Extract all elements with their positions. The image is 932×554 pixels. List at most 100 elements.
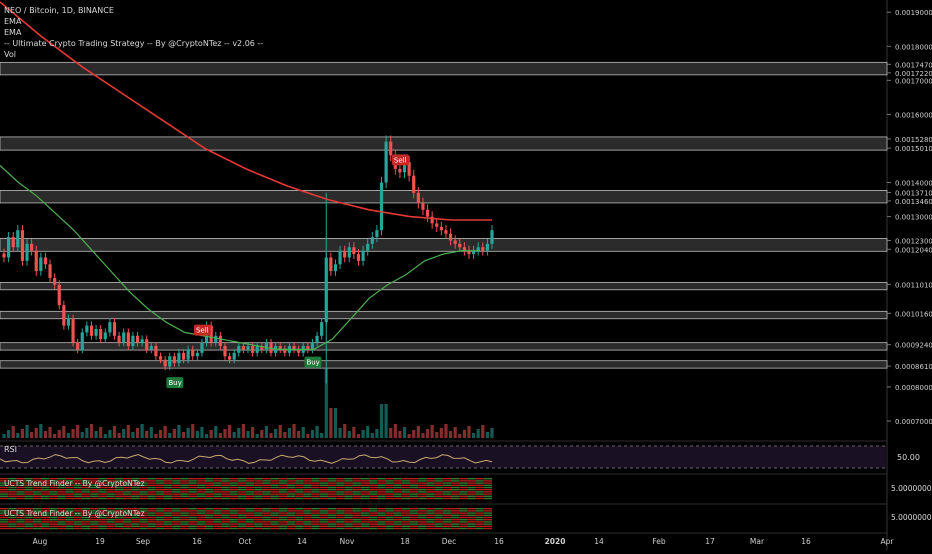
trend-cell <box>360 489 369 491</box>
trend-cell <box>401 519 410 521</box>
trend-cell <box>73 493 82 495</box>
volume-bar <box>191 424 195 438</box>
trend-cell <box>401 521 410 523</box>
trend-cell <box>106 516 115 519</box>
candle-body <box>485 243 489 251</box>
trend-cell <box>311 516 320 519</box>
trend-cell <box>475 510 484 512</box>
trend-cell <box>139 521 148 523</box>
trend-cell <box>434 519 443 521</box>
trend-cell <box>0 514 9 516</box>
volume-bar <box>292 424 296 438</box>
trend-cell <box>410 480 419 482</box>
trend-cell <box>393 478 402 480</box>
trend-cell <box>0 516 9 519</box>
trend-cell <box>221 493 230 495</box>
trend-cell <box>164 478 173 480</box>
indicator-ucts[interactable]: -- Ultimate Crypto Trading Strategy -- B… <box>4 39 264 48</box>
trend-cell <box>123 486 132 489</box>
trend-cell <box>410 486 419 489</box>
trend-cell <box>98 527 107 530</box>
trend-cell <box>344 493 353 495</box>
trend-cell <box>278 497 287 500</box>
trend-cell <box>73 482 82 484</box>
trend-cell <box>106 480 115 482</box>
trend-cell <box>8 519 17 521</box>
trend-cell <box>82 512 91 514</box>
trend-cell <box>360 491 369 493</box>
trend-cell <box>106 495 115 497</box>
trend-cell <box>336 519 345 521</box>
trend-cell <box>114 495 123 497</box>
trend-cell <box>451 486 460 489</box>
volume-bar <box>476 429 480 438</box>
trend-cell <box>32 486 41 489</box>
trend-cell <box>360 484 369 486</box>
trend-cell <box>147 510 156 512</box>
trend-cell <box>336 514 345 516</box>
trend-cell <box>328 493 337 495</box>
trend-cell <box>73 527 82 530</box>
trend-cell <box>418 523 427 525</box>
trend-cell <box>196 482 205 484</box>
trend-cell <box>434 510 443 512</box>
trend-cell <box>237 519 246 521</box>
candle-body <box>352 247 356 255</box>
candle-body <box>181 352 186 360</box>
trend-cell <box>106 523 115 525</box>
trend-cell <box>401 514 410 516</box>
trend-cell <box>246 497 255 500</box>
trend-cell <box>442 527 451 530</box>
trend-cell <box>262 495 271 497</box>
time-tick-label: Mar <box>750 537 765 546</box>
trend-cell <box>270 519 279 521</box>
time-axis[interactable]: Aug 19 Sep 16 Oct 14 Nov 18 Dec 16 2020 14 Feb 17 Mar 1… <box>33 537 895 546</box>
volume-bars <box>2 368 494 438</box>
trend-cell <box>483 484 492 486</box>
trend-cell <box>287 527 296 530</box>
trend-cell <box>155 497 164 500</box>
trend-cell <box>303 523 312 525</box>
trend-cell <box>246 510 255 512</box>
trend-cell <box>8 527 17 530</box>
trend-cell <box>65 489 74 491</box>
candle-body <box>264 342 269 350</box>
indicator-ema-fast[interactable]: EMA <box>4 17 22 26</box>
trend-cell <box>213 478 222 480</box>
trend-cell <box>98 489 107 491</box>
trend-cell <box>172 525 181 527</box>
trend-cell <box>418 514 427 516</box>
indicator-ema-slow[interactable]: EMA <box>4 28 22 37</box>
trend-cell <box>82 527 91 530</box>
trend-cell <box>164 486 173 489</box>
trend-cell <box>123 497 132 500</box>
trend-cell <box>295 519 304 521</box>
trend-cell <box>139 523 148 525</box>
indicator-volume[interactable]: Vol <box>4 50 16 59</box>
trend-cell <box>139 484 148 486</box>
trend-cell <box>246 525 255 527</box>
trend-cell <box>254 497 263 500</box>
volume-bar <box>126 425 130 438</box>
trend-cell <box>369 527 378 530</box>
trend-cell <box>270 484 279 486</box>
trend-cell <box>65 493 74 495</box>
trend-cell <box>24 519 33 521</box>
trend-cell <box>459 495 468 497</box>
trend-cell <box>73 514 82 516</box>
symbol-title[interactable]: NEO / Bitcoin, 1D, BINANCE <box>4 6 114 15</box>
trend-cell <box>287 486 296 489</box>
trend-cell <box>57 519 66 521</box>
trend-cell <box>352 478 361 480</box>
trend-cell <box>0 521 9 523</box>
trend-cell <box>262 523 271 525</box>
candle-body <box>375 230 379 238</box>
trend-cell <box>49 521 58 523</box>
trend-cell <box>369 482 378 484</box>
trend-cell <box>172 478 181 480</box>
